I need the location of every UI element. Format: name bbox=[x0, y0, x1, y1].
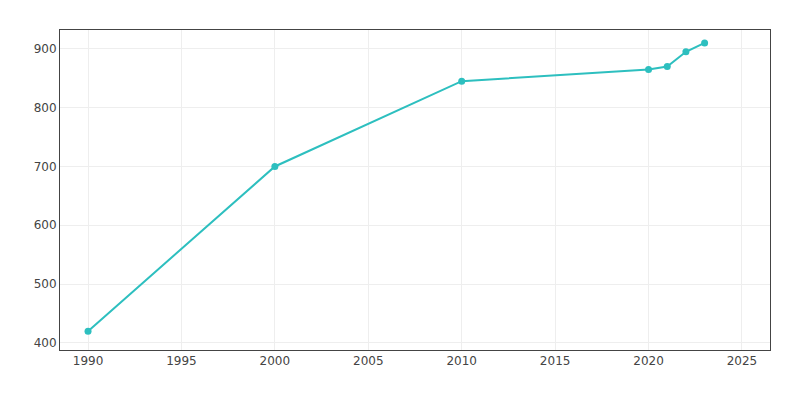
svg-text:2005: 2005 bbox=[353, 354, 384, 368]
svg-text:1995: 1995 bbox=[166, 354, 197, 368]
svg-text:600: 600 bbox=[34, 218, 57, 232]
svg-text:800: 800 bbox=[34, 101, 57, 115]
svg-text:2025: 2025 bbox=[727, 354, 758, 368]
svg-text:400: 400 bbox=[34, 336, 57, 350]
svg-text:2000: 2000 bbox=[260, 354, 291, 368]
svg-text:2020: 2020 bbox=[633, 354, 664, 368]
svg-text:1990: 1990 bbox=[73, 354, 104, 368]
svg-text:900: 900 bbox=[34, 42, 57, 56]
svg-text:2015: 2015 bbox=[540, 354, 571, 368]
svg-text:2010: 2010 bbox=[446, 354, 477, 368]
svg-text:500: 500 bbox=[34, 277, 57, 291]
svg-text:700: 700 bbox=[34, 160, 57, 174]
